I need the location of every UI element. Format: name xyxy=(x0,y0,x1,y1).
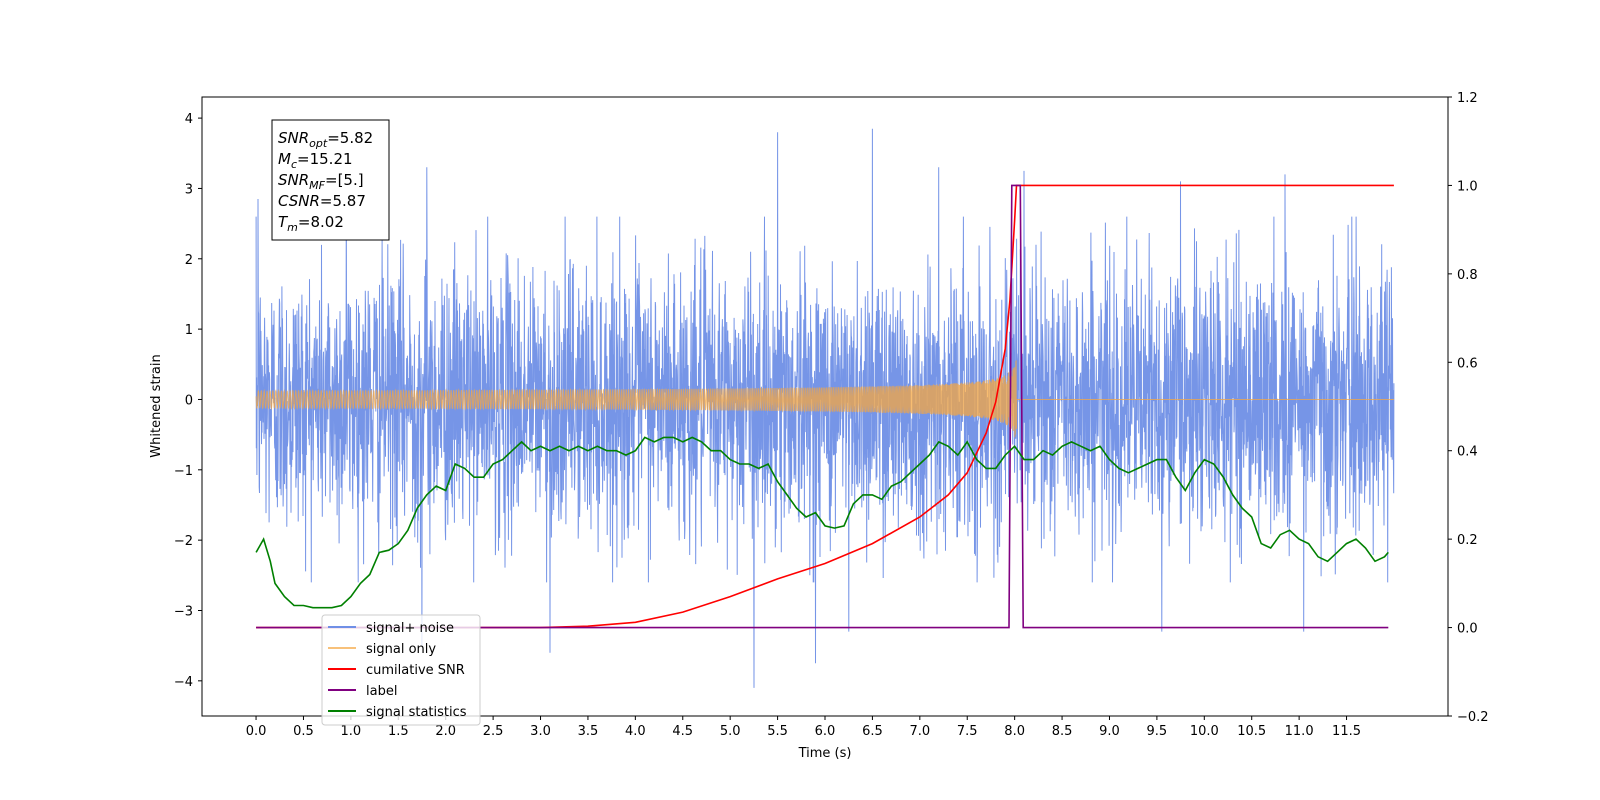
x-tick-label: 1.0 xyxy=(341,724,362,739)
y-tick-label-right: 0.0 xyxy=(1457,622,1478,637)
y-tick-label-left: −3 xyxy=(174,604,193,619)
y-tick-label-right: 1.2 xyxy=(1457,91,1478,106)
x-tick-label: 0.0 xyxy=(246,724,267,739)
x-tick-label: 0.5 xyxy=(293,724,314,739)
y-tick-label-right: 0.4 xyxy=(1457,445,1478,460)
series-cumilative-snr xyxy=(256,184,1394,629)
y-tick-label-right: 0.8 xyxy=(1457,268,1478,283)
info-line: SNRopt=5.82 xyxy=(278,129,373,150)
x-tick-label: 1.5 xyxy=(388,724,409,739)
x-tick-label: 4.0 xyxy=(625,724,646,739)
x-tick-label: 9.5 xyxy=(1147,724,1168,739)
x-tick-label: 11.0 xyxy=(1285,724,1314,739)
y-tick-label-right: 1.0 xyxy=(1457,179,1478,194)
x-tick-label: 8.0 xyxy=(1004,724,1025,739)
legend-entry: label xyxy=(366,684,397,699)
x-tick-label: 8.5 xyxy=(1052,724,1073,739)
series-line xyxy=(256,184,1394,629)
y-tick-label-left: 4 xyxy=(185,112,193,127)
info-line: Tm=8.02 xyxy=(278,213,344,234)
series-line xyxy=(256,184,1389,629)
legend-entry: signal statistics xyxy=(366,705,467,720)
y-tick-label-left: 1 xyxy=(185,323,193,338)
x-tick-label: 3.0 xyxy=(530,724,551,739)
y-axis-right: −0.2 0.0 0.2 0.4 0.6 0.8 1.0 1.2 xyxy=(1448,91,1489,725)
x-tick-label: 10.5 xyxy=(1237,724,1266,739)
series-signal-statistics xyxy=(255,436,1389,609)
x-tick-label: 9.0 xyxy=(1099,724,1120,739)
y-tick-label-left: −2 xyxy=(174,534,193,549)
legend: signal+ noise signal only cumilative SNR la… xyxy=(321,614,481,726)
series-signal-only xyxy=(255,359,1394,438)
info-line: SNRMF=[5.] xyxy=(278,171,364,192)
y-tick-label-left: −4 xyxy=(174,675,193,690)
legend-entry: cumilative SNR xyxy=(366,663,465,678)
y-tick-label-right: 0.6 xyxy=(1457,356,1478,371)
x-tick-label: 7.5 xyxy=(957,724,978,739)
x-axis-title: Time (s) xyxy=(798,746,852,761)
x-tick-label: 11.5 xyxy=(1332,724,1361,739)
x-tick-label: 5.0 xyxy=(720,724,741,739)
series-label xyxy=(256,184,1389,629)
x-tick-label: 10.0 xyxy=(1190,724,1219,739)
x-tick-label: 6.0 xyxy=(815,724,836,739)
legend-entry: signal+ noise xyxy=(366,621,454,636)
y-tick-label-left: −1 xyxy=(174,464,193,479)
legend-entry: signal only xyxy=(366,642,436,657)
x-axis: 0.0 0.5 1.0 1.5 2.0 2.5 3.0 3.5 4.0 4.5 5.0 5.5 6.0 6… xyxy=(246,716,1361,739)
y-tick-label-left: 2 xyxy=(185,253,193,268)
series-line xyxy=(255,436,1389,609)
legend-frame xyxy=(321,614,481,726)
x-tick-label: 2.0 xyxy=(435,724,456,739)
y-axis-title-left: Whitened strain xyxy=(149,354,164,457)
series-layer xyxy=(255,128,1395,688)
x-tick-label: 7.0 xyxy=(909,724,930,739)
series-line xyxy=(255,128,1395,688)
y-tick-label-right: 0.2 xyxy=(1457,533,1478,548)
x-tick-label: 2.5 xyxy=(483,724,504,739)
x-tick-label: 5.5 xyxy=(767,724,788,739)
info-line: CSNR=5.87 xyxy=(278,192,366,210)
y-tick-label-left: 3 xyxy=(185,182,193,197)
y-tick-label-right: −0.2 xyxy=(1457,710,1489,725)
series-signal-noise xyxy=(255,128,1395,688)
series-line xyxy=(255,359,1394,438)
info-box-frame xyxy=(271,119,390,241)
y-tick-label-left: 0 xyxy=(185,393,193,408)
x-tick-label: 4.5 xyxy=(672,724,693,739)
y-axis-left: −4 −3 −2 −1 0 1 2 3 4 xyxy=(174,112,202,690)
x-tick-label: 3.5 xyxy=(578,724,599,739)
x-tick-label: 6.5 xyxy=(862,724,883,739)
info-line: Mc=15.21 xyxy=(278,150,353,171)
